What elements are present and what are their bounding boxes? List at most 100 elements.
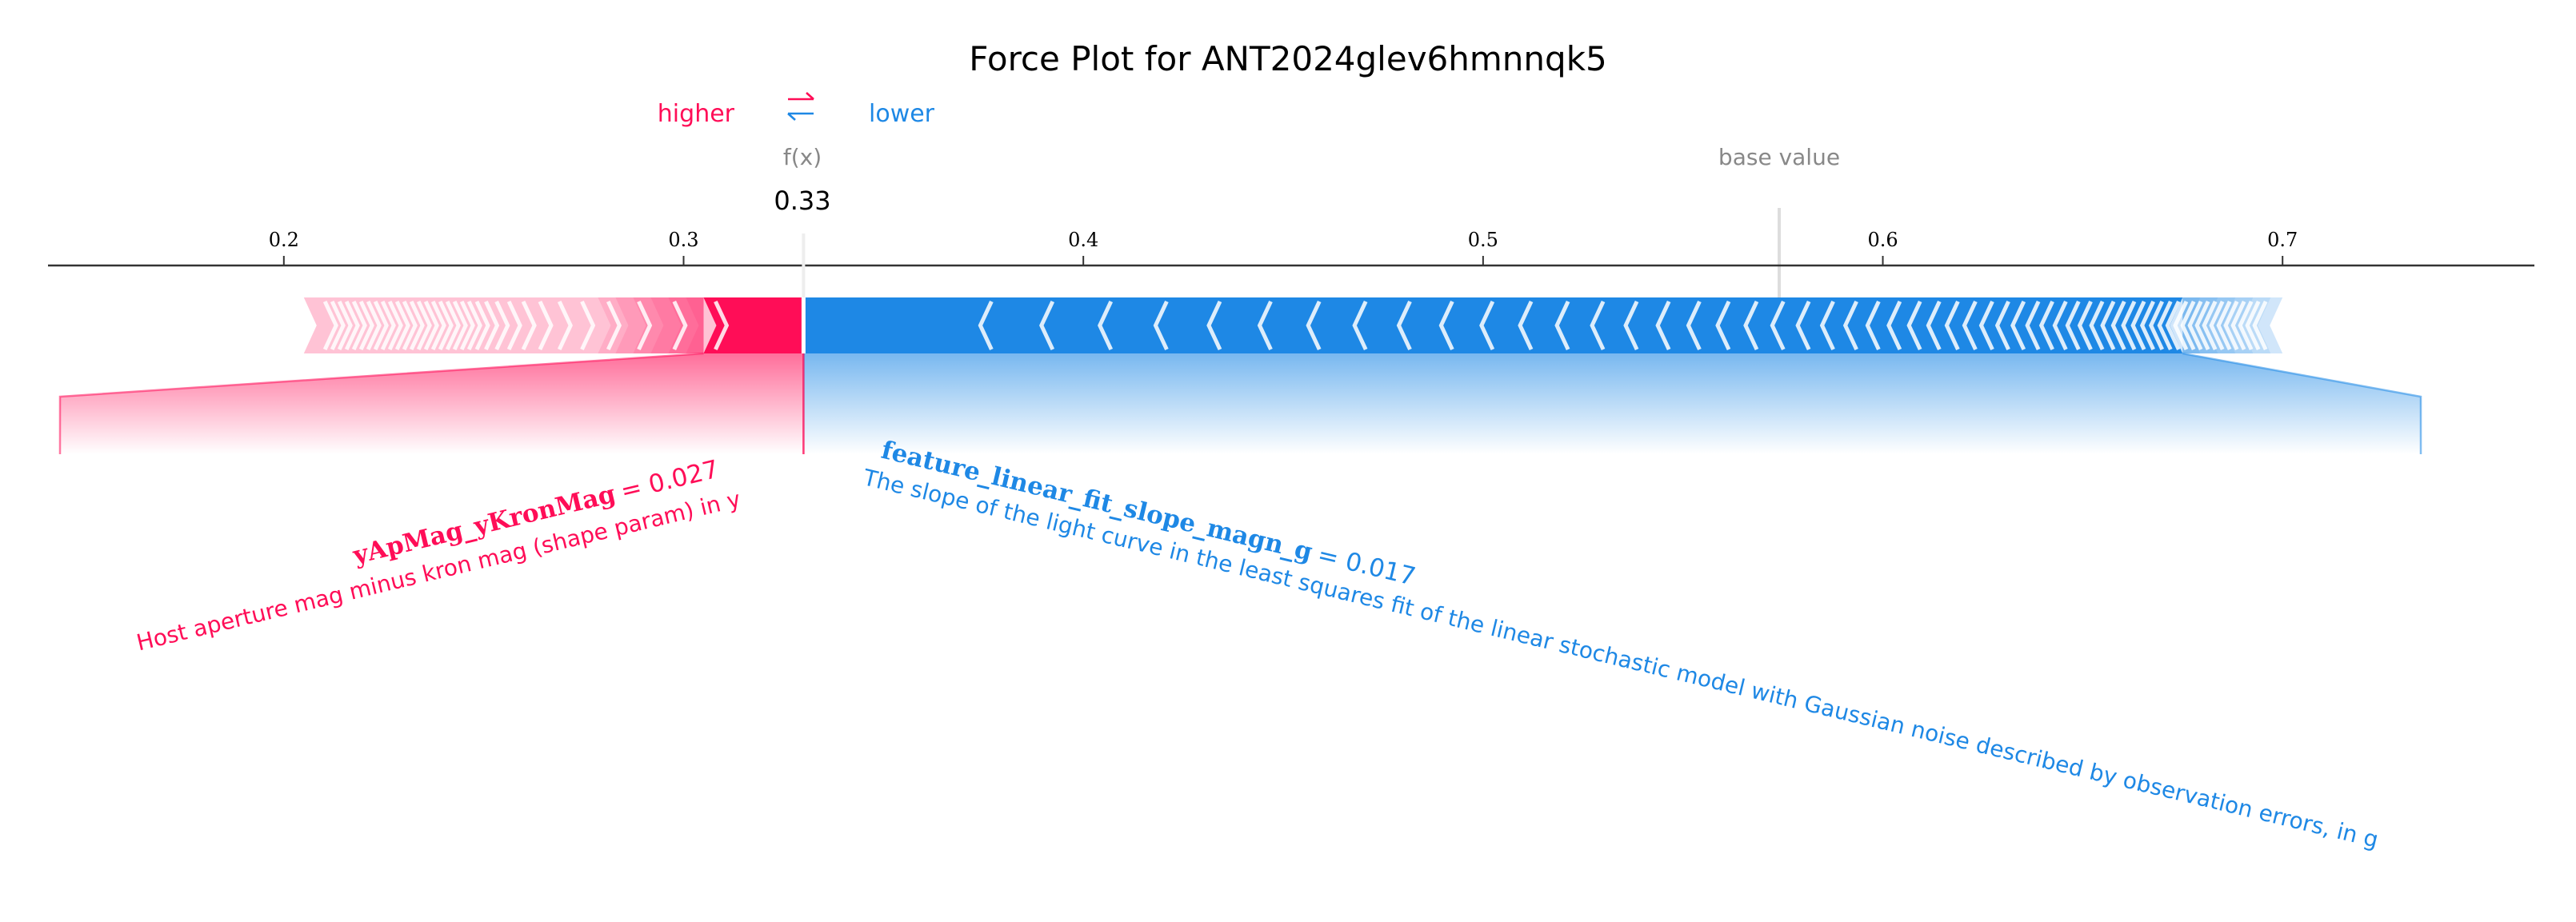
- negative-chevron: [1770, 300, 1786, 351]
- positive-chevron: [466, 300, 482, 351]
- positive-chevron: [474, 300, 490, 351]
- positive-chevron: [606, 300, 622, 351]
- negative-chevron: [2025, 300, 2041, 351]
- positive-chevron: [494, 300, 510, 351]
- negative-chevron: [1257, 300, 1273, 351]
- negative-chevron: [2157, 300, 2173, 351]
- negative-chevron: [1438, 300, 1454, 351]
- fx-value: 0.33: [774, 186, 830, 216]
- positive-chevron: [484, 300, 500, 351]
- chart-title: Force Plot for ANT2024glev6hmnnqk5: [969, 39, 1607, 78]
- positive-chevron: [358, 300, 374, 351]
- force-chevrons: [322, 300, 2268, 351]
- negative-chevron: [1865, 300, 1881, 351]
- positive-chevron: [330, 300, 346, 351]
- negative-bar-strong: [803, 297, 2183, 353]
- positive-chevron: [521, 300, 537, 351]
- negative-chevron: [2238, 300, 2254, 351]
- feature-label-negative: feature_linear_fit_slope_magn_g= 0.017 T…: [860, 436, 2381, 853]
- negative-chevron: [2202, 300, 2218, 351]
- feature-label-positive: yApMag_yKronMag= 0.027 Host aperture mag…: [134, 455, 743, 657]
- positive-chevron: [394, 300, 410, 351]
- positive-chevron: [557, 300, 573, 351]
- negative-chevron: [2209, 300, 2225, 351]
- feature-description: The slope of the light curve in the leas…: [860, 464, 2381, 853]
- positive-connector-fill: [60, 353, 804, 454]
- negative-chevron: [1994, 300, 2010, 351]
- svg-text:feature_linear_fit_slope_magn_: feature_linear_fit_slope_magn_g= 0.017: [878, 436, 1418, 592]
- negative-chevron: [1352, 300, 1368, 351]
- positive-chevron: [423, 300, 439, 351]
- positive-chevron: [380, 300, 396, 351]
- positive-chevron: [409, 300, 425, 351]
- negative-chevron: [2216, 300, 2232, 351]
- negative-chevron: [1479, 300, 1495, 351]
- negative-chevron: [2173, 300, 2189, 351]
- x-tick-label: 0.6: [1867, 229, 1898, 251]
- negative-chevron: [2223, 300, 2239, 351]
- positive-chevron: [351, 300, 367, 351]
- negative-chevron: [2148, 300, 2164, 351]
- negative-chevron: [2089, 300, 2105, 351]
- x-tick-label: 0.3: [668, 229, 698, 251]
- negative-connector-fill: [803, 353, 2421, 454]
- negative-chevron: [1944, 300, 1960, 351]
- negative-chevron: [1554, 300, 1570, 351]
- negative-chevron: [1396, 300, 1412, 351]
- positive-chevron: [506, 300, 522, 351]
- x-tick-label: 0.2: [269, 229, 299, 251]
- positive-chevron: [452, 300, 468, 351]
- negative-chevron: [2139, 300, 2155, 351]
- negative-chevron: [1978, 300, 1994, 351]
- negative-chevron: [2010, 300, 2026, 351]
- positive-bar-strong: [703, 297, 804, 353]
- negative-chevron: [2121, 300, 2137, 351]
- negative-chevron: [2252, 300, 2268, 351]
- positive-chevron: [402, 300, 418, 351]
- negative-chevron: [2077, 300, 2093, 351]
- negative-chevron: [1518, 300, 1534, 351]
- negative-chevron: [1819, 300, 1835, 351]
- positive-chevron: [714, 300, 730, 351]
- left-right-arrows-icon: [787, 92, 814, 121]
- negative-chevron: [1655, 300, 1671, 351]
- negative-chevron: [1886, 300, 1902, 351]
- positive-chevron: [373, 300, 389, 351]
- negative-chevron: [1743, 300, 1759, 351]
- negative-chevron: [2110, 300, 2126, 351]
- positive-bar-fade: [633, 297, 704, 353]
- feature-description: Host aperture mag minus kron mag (shape …: [134, 485, 743, 656]
- positive-chevron: [344, 300, 360, 351]
- positive-chevron: [322, 300, 338, 351]
- x-tick-label: 0.4: [1068, 229, 1098, 251]
- negative-chevron: [1097, 300, 1114, 351]
- positive-bar-fade: [686, 297, 704, 353]
- negative-chevron: [2245, 300, 2261, 351]
- negative-chevron: [2194, 300, 2210, 351]
- negative-chevron: [1153, 300, 1169, 351]
- negative-chevron: [2165, 300, 2181, 351]
- positive-chevron: [672, 300, 688, 351]
- negative-chevron: [2187, 300, 2203, 351]
- negative-chevron: [2180, 300, 2196, 351]
- negative-chevron: [2065, 300, 2081, 351]
- negative-chevron: [2230, 300, 2246, 351]
- negative-chevron: [1590, 300, 1606, 351]
- negative-chevron: [1715, 300, 1731, 351]
- x-tick-label: 0.7: [2267, 229, 2298, 251]
- feature-connectors: [58, 352, 2422, 454]
- positive-chevron: [445, 300, 461, 351]
- positive-chevron: [387, 300, 403, 351]
- positive-chevron: [416, 300, 432, 351]
- positive-chevron: [459, 300, 475, 351]
- negative-chevron: [2100, 300, 2116, 351]
- positive-chevron: [366, 300, 382, 351]
- negative-chevron: [2052, 300, 2068, 351]
- legend-higher-label: higher: [658, 100, 735, 128]
- positive-chevron: [538, 300, 554, 351]
- positive-chevron: [637, 300, 653, 351]
- negative-chevron: [1842, 300, 1858, 351]
- positive-bar-fade: [615, 297, 704, 353]
- legend: higher lower: [658, 92, 935, 128]
